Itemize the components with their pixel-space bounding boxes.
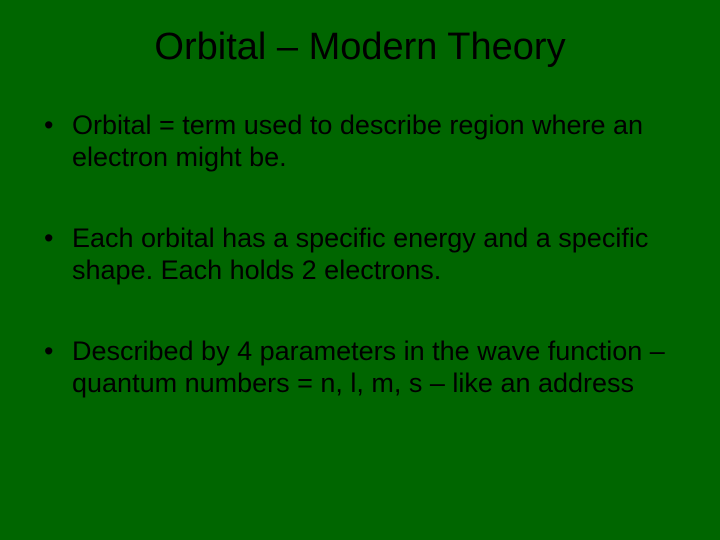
list-item: Each orbital has a specific energy and a… xyxy=(40,222,690,287)
list-item: Orbital = term used to describe region w… xyxy=(40,109,690,174)
bullet-list: Orbital = term used to describe region w… xyxy=(30,109,690,399)
slide-title: Orbital – Modern Theory xyxy=(30,26,690,69)
list-item: Described by 4 parameters in the wave fu… xyxy=(40,335,690,400)
slide-container: Orbital – Modern Theory Orbital = term u… xyxy=(0,0,720,540)
